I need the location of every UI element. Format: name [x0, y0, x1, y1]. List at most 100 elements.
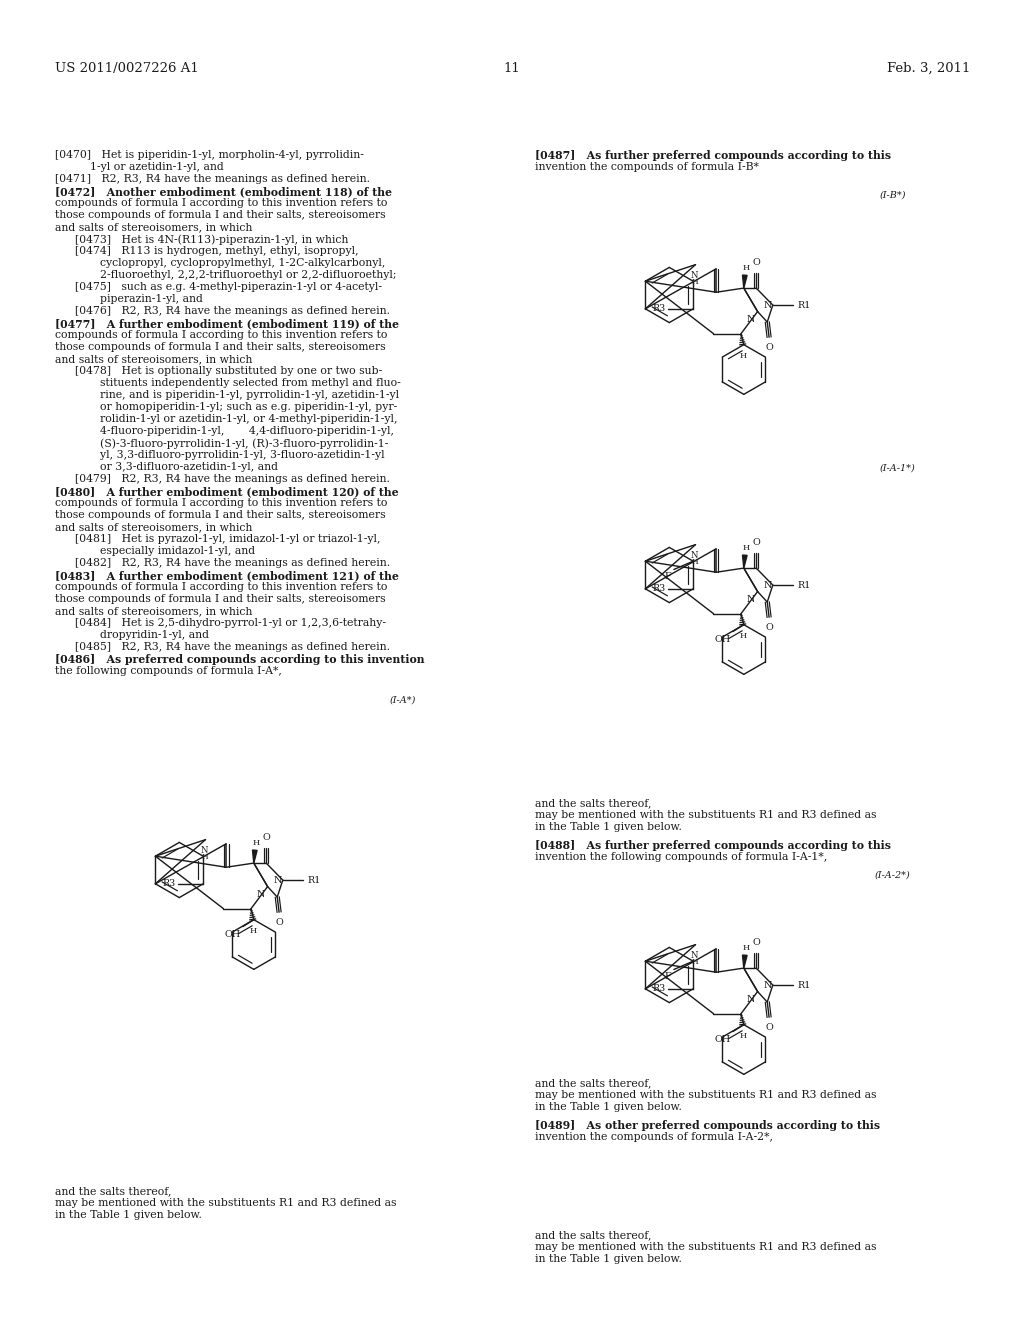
- Text: (I-A-1*): (I-A-1*): [880, 463, 915, 473]
- Text: [0473]   Het is 4N-(R113)-piperazin-1-yl, in which: [0473] Het is 4N-(R113)-piperazin-1-yl, …: [75, 234, 348, 244]
- Text: N: N: [746, 594, 755, 603]
- Polygon shape: [742, 554, 748, 568]
- Text: R3: R3: [652, 985, 666, 993]
- Text: N: N: [256, 890, 264, 899]
- Text: those compounds of formula I and their salts, stereoisomers: those compounds of formula I and their s…: [55, 510, 386, 520]
- Text: invention the compounds of formula I-B*: invention the compounds of formula I-B*: [535, 162, 759, 172]
- Text: [0484]   Het is 2,5-dihydro-pyrrol-1-yl or 1,2,3,6-tetrahy-: [0484] Het is 2,5-dihydro-pyrrol-1-yl or…: [75, 618, 386, 628]
- Text: compounds of formula I according to this invention refers to: compounds of formula I according to this…: [55, 198, 387, 209]
- Text: [0477]   A further embodiment (embodiment 119) of the: [0477] A further embodiment (embodiment …: [55, 318, 399, 329]
- Text: and salts of stereoisomers, in which: and salts of stereoisomers, in which: [55, 222, 252, 232]
- Text: [0472]   Another embodiment (embodiment 118) of the: [0472] Another embodiment (embodiment 11…: [55, 186, 392, 197]
- Text: may be mentioned with the substituents R1 and R3 defined as: may be mentioned with the substituents R…: [535, 810, 877, 820]
- Text: OH: OH: [715, 1035, 731, 1044]
- Text: (I-B*): (I-B*): [880, 190, 906, 199]
- Text: 11: 11: [504, 62, 520, 75]
- Text: O: O: [753, 539, 760, 548]
- Text: N: N: [691, 271, 698, 280]
- Polygon shape: [742, 275, 748, 288]
- Text: cyclopropyl, cyclopropylmethyl, 1-2C-alkylcarbonyl,: cyclopropyl, cyclopropylmethyl, 1-2C-alk…: [100, 257, 385, 268]
- Text: stituents independently selected from methyl and fluo-: stituents independently selected from me…: [100, 378, 400, 388]
- Text: O: O: [765, 623, 773, 632]
- Text: [0482]   R2, R3, R4 have the meanings as defined herein.: [0482] R2, R3, R4 have the meanings as d…: [75, 558, 390, 568]
- Text: N: N: [764, 301, 772, 310]
- Text: F: F: [665, 573, 671, 582]
- Text: H: H: [691, 557, 697, 565]
- Text: H: H: [739, 1032, 746, 1040]
- Text: H: H: [250, 927, 257, 935]
- Text: [0479]   R2, R3, R4 have the meanings as defined herein.: [0479] R2, R3, R4 have the meanings as d…: [75, 474, 390, 484]
- Text: N: N: [764, 981, 772, 990]
- Text: O: O: [765, 1023, 773, 1032]
- Text: and the salts thereof,: and the salts thereof,: [535, 1078, 651, 1088]
- Text: R3: R3: [652, 305, 666, 313]
- Text: and the salts thereof,: and the salts thereof,: [535, 1230, 651, 1239]
- Text: N: N: [764, 581, 772, 590]
- Text: H: H: [742, 544, 750, 552]
- Text: (I-A*): (I-A*): [390, 696, 417, 705]
- Text: may be mentioned with the substituents R1 and R3 defined as: may be mentioned with the substituents R…: [55, 1199, 396, 1208]
- Text: [0470]   Het is piperidin-1-yl, morpholin-4-yl, pyrrolidin-: [0470] Het is piperidin-1-yl, morpholin-…: [55, 150, 364, 160]
- Text: N: N: [746, 314, 755, 323]
- Text: rine, and is piperidin-1-yl, pyrrolidin-1-yl, azetidin-1-yl: rine, and is piperidin-1-yl, pyrrolidin-…: [100, 389, 399, 400]
- Text: O: O: [753, 939, 760, 948]
- Text: R1: R1: [798, 301, 811, 310]
- Text: and salts of stereoisomers, in which: and salts of stereoisomers, in which: [55, 606, 252, 616]
- Text: especially imidazol-1-yl, and: especially imidazol-1-yl, and: [100, 546, 255, 556]
- Text: [0476]   R2, R3, R4 have the meanings as defined herein.: [0476] R2, R3, R4 have the meanings as d…: [75, 306, 390, 315]
- Text: may be mentioned with the substituents R1 and R3 defined as: may be mentioned with the substituents R…: [535, 1242, 877, 1251]
- Text: yl, 3,3-difluoro-pyrrolidin-1-yl, 3-fluoro-azetidin-1-yl: yl, 3,3-difluoro-pyrrolidin-1-yl, 3-fluo…: [100, 450, 385, 459]
- Text: [0487]   As further preferred compounds according to this: [0487] As further preferred compounds ac…: [535, 150, 891, 161]
- Text: O: O: [275, 917, 283, 927]
- Text: those compounds of formula I and their salts, stereoisomers: those compounds of formula I and their s…: [55, 342, 386, 352]
- Text: [0480]   A further embodiment (embodiment 120) of the: [0480] A further embodiment (embodiment …: [55, 486, 398, 498]
- Text: [0486]   As preferred compounds according to this invention: [0486] As preferred compounds according …: [55, 653, 425, 665]
- Text: H: H: [691, 957, 697, 965]
- Text: in the Table 1 given below.: in the Table 1 given below.: [535, 1254, 682, 1265]
- Text: compounds of formula I according to this invention refers to: compounds of formula I according to this…: [55, 582, 387, 591]
- Text: O: O: [765, 343, 773, 351]
- Text: the following compounds of formula I-A*,: the following compounds of formula I-A*,: [55, 667, 282, 676]
- Text: H: H: [201, 853, 208, 861]
- Text: in the Table 1 given below.: in the Table 1 given below.: [55, 1210, 202, 1220]
- Text: [0475]   such as e.g. 4-methyl-piperazin-1-yl or 4-acetyl-: [0475] such as e.g. 4-methyl-piperazin-1…: [75, 282, 382, 292]
- Text: 4-fluoro-piperidin-1-yl,       4,4-difluoro-piperidin-1-yl,: 4-fluoro-piperidin-1-yl, 4,4-difluoro-pi…: [100, 426, 394, 436]
- Text: 2-fluoroethyl, 2,2,2-trifluoroethyl or 2,2-difluoroethyl;: 2-fluoroethyl, 2,2,2-trifluoroethyl or 2…: [100, 271, 396, 280]
- Text: (S)-3-fluoro-pyrrolidin-1-yl, (R)-3-fluoro-pyrrolidin-1-: (S)-3-fluoro-pyrrolidin-1-yl, (R)-3-fluo…: [100, 438, 388, 449]
- Text: in the Table 1 given below.: in the Table 1 given below.: [535, 1102, 682, 1111]
- Text: N: N: [691, 550, 698, 560]
- Text: R1: R1: [798, 981, 811, 990]
- Text: and the salts thereof,: and the salts thereof,: [55, 1185, 171, 1196]
- Text: [0481]   Het is pyrazol-1-yl, imidazol-1-yl or triazol-1-yl,: [0481] Het is pyrazol-1-yl, imidazol-1-y…: [75, 535, 381, 544]
- Text: H: H: [742, 264, 750, 272]
- Text: F: F: [665, 973, 671, 982]
- Text: H: H: [742, 944, 750, 952]
- Text: and salts of stereoisomers, in which: and salts of stereoisomers, in which: [55, 354, 252, 364]
- Text: compounds of formula I according to this invention refers to: compounds of formula I according to this…: [55, 330, 387, 341]
- Text: and the salts thereof,: and the salts thereof,: [535, 799, 651, 808]
- Text: N: N: [691, 952, 698, 960]
- Text: R3: R3: [652, 585, 666, 593]
- Text: OH: OH: [715, 635, 731, 644]
- Text: or homopiperidin-1-yl; such as e.g. piperidin-1-yl, pyr-: or homopiperidin-1-yl; such as e.g. pipe…: [100, 403, 397, 412]
- Text: R1: R1: [307, 875, 321, 884]
- Text: 1-yl or azetidin-1-yl, and: 1-yl or azetidin-1-yl, and: [90, 162, 224, 172]
- Text: N: N: [746, 994, 755, 1003]
- Text: [0474]   R113 is hydrogen, methyl, ethyl, isopropyl,: [0474] R113 is hydrogen, methyl, ethyl, …: [75, 246, 358, 256]
- Text: Feb. 3, 2011: Feb. 3, 2011: [887, 62, 970, 75]
- Text: H: H: [691, 277, 697, 285]
- Text: R1: R1: [798, 581, 811, 590]
- Text: N: N: [201, 846, 208, 855]
- Text: [0485]   R2, R3, R4 have the meanings as defined herein.: [0485] R2, R3, R4 have the meanings as d…: [75, 642, 390, 652]
- Text: N: N: [273, 875, 282, 884]
- Text: in the Table 1 given below.: in the Table 1 given below.: [535, 822, 682, 832]
- Text: [0483]   A further embodiment (embodiment 121) of the: [0483] A further embodiment (embodiment …: [55, 570, 399, 581]
- Text: H: H: [739, 632, 746, 640]
- Text: and salts of stereoisomers, in which: and salts of stereoisomers, in which: [55, 521, 252, 532]
- Text: [0489]   As other preferred compounds according to this: [0489] As other preferred compounds acco…: [535, 1119, 880, 1131]
- Text: H: H: [252, 838, 259, 846]
- Text: O: O: [262, 833, 270, 842]
- Text: [0488]   As further preferred compounds according to this: [0488] As further preferred compounds ac…: [535, 840, 891, 851]
- Text: H: H: [739, 352, 746, 360]
- Text: O: O: [753, 259, 760, 268]
